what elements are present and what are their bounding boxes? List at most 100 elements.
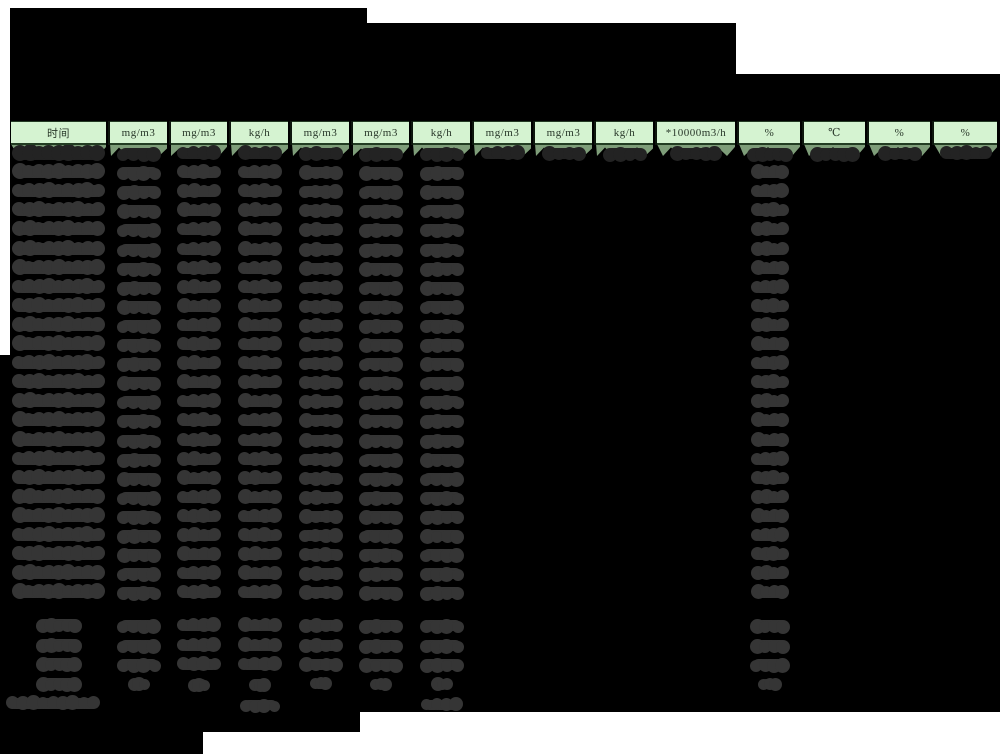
blob-bump xyxy=(148,168,161,180)
blob-bump xyxy=(419,185,435,200)
blob-bump xyxy=(419,320,433,333)
blob-bump xyxy=(89,163,105,179)
redacted-cell xyxy=(116,434,161,449)
blob-bump xyxy=(237,434,250,446)
blob-bump xyxy=(126,244,140,257)
blob-bump xyxy=(237,166,250,178)
blob-bump xyxy=(258,204,271,216)
header-cell-2: mg/m3 xyxy=(171,121,227,145)
blob-bump xyxy=(268,375,282,388)
redacted-cell xyxy=(750,298,789,313)
redacted-cell xyxy=(237,317,282,332)
blob-bump xyxy=(378,548,393,563)
blob-bump xyxy=(388,357,403,372)
redacted-cell xyxy=(359,639,403,654)
header-divider xyxy=(737,121,739,145)
blob-bump xyxy=(958,145,974,160)
blob-bump xyxy=(308,318,324,333)
redacted-cell xyxy=(420,697,463,711)
blob-bump xyxy=(89,335,105,351)
blob-bump xyxy=(42,471,55,484)
redacted-cell xyxy=(237,656,282,671)
blob-bump xyxy=(32,490,45,503)
redacted-cell xyxy=(177,317,221,332)
blob-bump xyxy=(329,319,343,332)
redacted-cell xyxy=(12,583,105,599)
blob-bump xyxy=(6,696,19,709)
blob-bump xyxy=(148,588,161,600)
blob-bump xyxy=(90,393,105,408)
blob-bump xyxy=(196,412,211,427)
redacted-cell xyxy=(419,166,464,181)
redacted-cell xyxy=(12,163,105,179)
blob-bump xyxy=(308,490,324,505)
redacted-cell xyxy=(116,529,161,544)
blob-bump xyxy=(116,493,129,505)
redacted-cell xyxy=(116,376,161,391)
blob-bump xyxy=(359,549,372,562)
blob-bump xyxy=(135,658,151,673)
header-cell-label: ℃ xyxy=(828,127,841,139)
redacted-cell xyxy=(237,637,282,652)
blob-bump xyxy=(308,185,322,198)
blob-bump xyxy=(309,339,322,351)
redacted-cell xyxy=(750,260,789,275)
blob-bump xyxy=(137,187,150,199)
blob-bump xyxy=(208,356,221,369)
blob-bump xyxy=(116,659,130,672)
header-cell-label: mg/m3 xyxy=(364,126,398,139)
blob-bump xyxy=(298,509,314,524)
blob-bump xyxy=(177,165,190,178)
blob-bump xyxy=(419,281,435,296)
blob-bump xyxy=(359,531,371,543)
blob-bump xyxy=(757,679,769,690)
blob-bump xyxy=(137,359,150,371)
header-cell-7: mg/m3 xyxy=(474,121,531,145)
blob-bump xyxy=(207,547,221,561)
blob-bump xyxy=(267,242,282,256)
blob-bump xyxy=(298,376,312,389)
redacted-bottom-left-block xyxy=(10,732,203,754)
redacted-cell xyxy=(177,432,221,447)
header-divider xyxy=(229,121,231,145)
blob-bump xyxy=(328,166,343,180)
redacted-cell xyxy=(359,586,403,601)
redacted-cell xyxy=(177,656,221,671)
blob-bump xyxy=(440,168,453,180)
blob-bump xyxy=(390,492,403,505)
blob-bump xyxy=(440,340,453,352)
redacted-cell xyxy=(298,280,343,295)
blob-bump xyxy=(209,586,221,598)
blob-bump xyxy=(388,453,403,468)
blob-bump xyxy=(66,677,82,692)
header-divider xyxy=(411,121,413,145)
blob-bump xyxy=(440,416,453,428)
blob-bump xyxy=(135,510,151,525)
blob-bump xyxy=(269,357,282,369)
blob-bump xyxy=(765,202,781,217)
redacted-cell xyxy=(359,529,403,544)
redacted-cell xyxy=(749,639,790,654)
blob-bump xyxy=(267,618,282,632)
blob-bump xyxy=(32,318,45,331)
redacted-cell xyxy=(298,299,343,314)
blob-bump xyxy=(298,261,314,276)
blob-bump xyxy=(775,318,789,331)
blob-bump xyxy=(248,491,261,503)
blob-bump xyxy=(330,377,343,389)
blob-bump xyxy=(187,394,200,407)
blob-bump xyxy=(774,433,789,447)
blob-bump xyxy=(775,394,789,407)
blob-bump xyxy=(116,263,130,276)
redacted-cell xyxy=(359,262,403,277)
redacted-cell xyxy=(116,472,161,487)
blob-bump xyxy=(317,203,333,218)
blob-bump xyxy=(135,338,151,353)
blob-bump xyxy=(319,640,332,652)
redacted-cell xyxy=(419,281,464,296)
blob-bump xyxy=(268,701,280,712)
blob-bump xyxy=(438,395,454,410)
blob-bump xyxy=(196,164,211,179)
blob-bump xyxy=(440,588,453,600)
blob-bump xyxy=(775,566,789,579)
